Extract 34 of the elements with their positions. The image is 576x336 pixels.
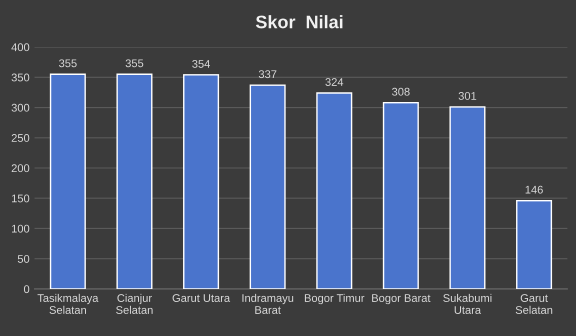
bar	[516, 200, 552, 289]
bar	[449, 106, 486, 289]
data-label: 146	[526, 186, 543, 194]
data-label: 354	[192, 60, 210, 68]
x-tick-label: Garut Utara	[172, 294, 230, 302]
x-tick-label: Tasikmalaya Selatan	[38, 294, 98, 314]
bar	[183, 74, 220, 289]
y-tick-label: 200	[12, 164, 30, 172]
bar	[50, 74, 86, 289]
x-tick-label: Sukabumi Utara	[443, 294, 492, 314]
bar	[116, 74, 152, 289]
x-tick-label: Garut Selatan	[516, 294, 552, 314]
x-tick-label: Cianjur Selatan	[116, 294, 153, 314]
x-tick-label: Indramayu Barat	[242, 294, 294, 314]
data-label: 355	[126, 59, 144, 68]
x-tick-label: Bogor Timur	[304, 294, 364, 304]
data-label: 337	[258, 70, 276, 78]
y-tick-label: 0	[24, 285, 30, 294]
bar	[250, 84, 286, 289]
bar	[382, 102, 419, 289]
data-label: 308	[392, 88, 410, 96]
x-tick-label: Bogor Barat	[372, 294, 430, 304]
data-label: 324	[325, 78, 344, 86]
y-tick-label: 50	[18, 254, 30, 263]
y-tick-label: 100	[12, 224, 30, 233]
y-tick-label: 300	[12, 104, 30, 112]
data-label: 355	[59, 59, 77, 68]
y-tick-label: 350	[12, 74, 30, 82]
y-tick-label: 250	[12, 134, 30, 142]
chart-title: Skor Nilai	[256, 15, 342, 28]
bar	[316, 92, 352, 289]
data-label: 301	[458, 92, 476, 100]
y-tick-label: 400	[11, 43, 30, 52]
y-tick-label: 150	[12, 194, 30, 202]
